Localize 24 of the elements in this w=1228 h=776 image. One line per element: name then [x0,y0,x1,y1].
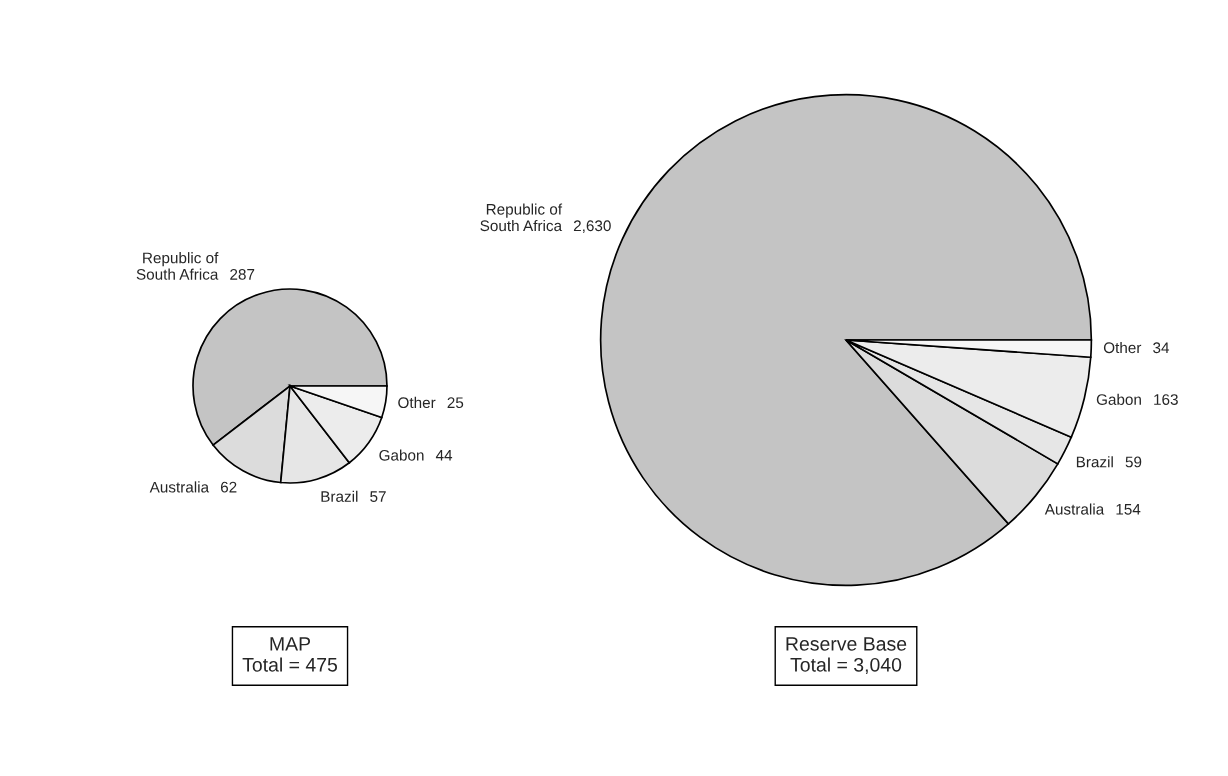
slice-label: Gabon [379,449,424,461]
data-label: 62 [220,481,237,493]
slice-label: Australia [149,481,210,493]
data-label: 59 [1125,456,1142,468]
data-label: 287 [230,268,255,280]
data-label: 44 [435,450,453,461]
slice-label: Other [1103,341,1142,354]
slice-label: Brazil [321,490,358,502]
slice-label: Australia [1044,503,1105,515]
slice-label: Republic of South Africa [136,252,219,280]
data-label: 25 [447,397,464,409]
text: Reserve Base [786,637,907,651]
data-label: 154 [1116,504,1141,515]
data-label: 163 [1154,394,1178,405]
slice-label: Gabon [1096,393,1141,405]
text: Total = 475 [242,657,338,672]
data-label: 2,630 [573,220,611,233]
text: MAP [270,637,311,651]
slice-label: Republic of South Africa [480,203,563,232]
data-label: 34 [1153,342,1170,354]
data-label: 57 [370,491,386,502]
slice-label: Other [398,396,436,409]
text: Total = 3,040 [790,657,902,674]
slice-label: Brazil [1076,456,1113,468]
